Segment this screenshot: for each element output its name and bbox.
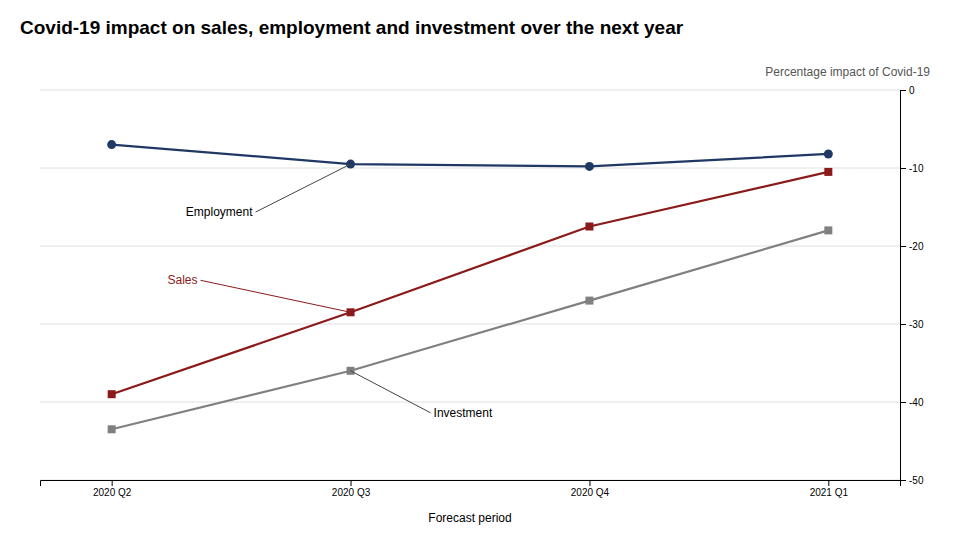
x-tick: 2021 Q1 bbox=[810, 480, 849, 498]
y-tick-mark bbox=[900, 90, 906, 91]
marker bbox=[585, 297, 593, 305]
y-tick: -40 bbox=[900, 397, 924, 408]
y-tick-label: -20 bbox=[909, 241, 924, 252]
title: Covid-19 impact on sales, employment and… bbox=[20, 17, 684, 38]
y-tick-label: 0 bbox=[909, 85, 915, 96]
x-tick-label: 2020 Q4 bbox=[571, 487, 610, 498]
y-tick: -30 bbox=[900, 319, 924, 330]
grid-line bbox=[40, 324, 900, 325]
x-tick-label: 2020 Q3 bbox=[332, 487, 371, 498]
x-tick-mark bbox=[112, 480, 113, 486]
plot: 2020 Q2 2020 Q3 2020 Q4 2021 Q1 0 -10 -20 -30 -4… bbox=[40, 65, 930, 525]
line bbox=[112, 172, 829, 394]
marker bbox=[108, 390, 116, 398]
x-tick-mark bbox=[351, 480, 352, 486]
grid-line bbox=[40, 168, 900, 169]
x-tick-mark bbox=[589, 480, 590, 486]
y-axis-line bbox=[901, 91, 907, 481]
chart: Covid-19 impact on sales, employment and… bbox=[0, 0, 960, 540]
marker bbox=[824, 168, 832, 176]
leader-line bbox=[351, 371, 431, 413]
marker bbox=[107, 140, 116, 149]
y-tick: -20 bbox=[900, 241, 924, 252]
y-axis-title: Percentage impact of Covid-19 bbox=[765, 65, 930, 79]
marker bbox=[824, 226, 832, 234]
y-tick-mark bbox=[900, 480, 906, 481]
marker bbox=[824, 149, 833, 158]
series-label: Investment bbox=[434, 406, 493, 420]
y-tick-label: -30 bbox=[909, 319, 924, 330]
y-tick-label: -10 bbox=[909, 163, 924, 174]
leader-line bbox=[256, 164, 351, 212]
x-tick-label: 2020 Q2 bbox=[93, 487, 132, 498]
y-tick: 0 bbox=[900, 85, 915, 96]
y-tick-label: -50 bbox=[909, 475, 924, 486]
grid bbox=[40, 90, 900, 480]
marker bbox=[585, 223, 593, 231]
line bbox=[112, 145, 829, 167]
y-tick-label: -40 bbox=[909, 397, 924, 408]
grid-line bbox=[40, 402, 900, 403]
x-tick: 2020 Q4 bbox=[571, 480, 610, 498]
series-label: Employment bbox=[186, 205, 253, 219]
x-tick-mark bbox=[828, 480, 829, 486]
y-tick-mark bbox=[900, 246, 906, 247]
x-axis-title: Forecast period bbox=[428, 511, 511, 525]
y-tick-mark bbox=[900, 168, 906, 169]
x-tick-label: 2021 Q1 bbox=[810, 487, 849, 498]
series-group bbox=[107, 140, 833, 433]
x-axis-line bbox=[41, 481, 901, 487]
x-tick: 2020 Q2 bbox=[93, 480, 132, 498]
marker bbox=[585, 162, 594, 171]
line bbox=[112, 230, 829, 429]
y-tick: -10 bbox=[900, 163, 924, 174]
y-axis: 0 -10 -20 -30 -40 -50 bbox=[900, 85, 924, 486]
marker bbox=[108, 425, 116, 433]
x-axis: 2020 Q2 2020 Q3 2020 Q4 2021 Q1 bbox=[41, 480, 901, 498]
y-tick-mark bbox=[900, 324, 906, 325]
grid-line bbox=[40, 90, 900, 91]
annotations: Employment Sales Investment bbox=[168, 164, 493, 420]
y-tick: -50 bbox=[900, 475, 924, 486]
leader-line bbox=[201, 280, 351, 312]
x-tick: 2020 Q3 bbox=[332, 480, 371, 498]
series-label: Sales bbox=[168, 273, 198, 287]
y-tick-mark bbox=[900, 402, 906, 403]
